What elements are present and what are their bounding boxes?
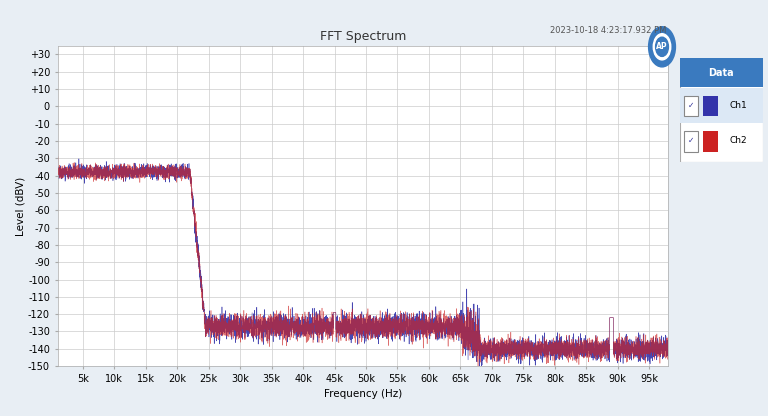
- Text: Ch1: Ch1: [730, 101, 747, 110]
- Text: ✓: ✓: [687, 101, 694, 110]
- FancyBboxPatch shape: [680, 58, 763, 162]
- FancyBboxPatch shape: [680, 58, 763, 87]
- X-axis label: Frequency (Hz): Frequency (Hz): [324, 389, 402, 399]
- FancyBboxPatch shape: [680, 88, 763, 123]
- FancyBboxPatch shape: [684, 96, 698, 116]
- Text: Data: Data: [708, 68, 734, 78]
- FancyBboxPatch shape: [684, 131, 698, 152]
- Circle shape: [654, 34, 670, 60]
- Text: Ch2: Ch2: [730, 136, 747, 146]
- FancyBboxPatch shape: [703, 96, 718, 116]
- Circle shape: [649, 27, 675, 67]
- Circle shape: [656, 37, 668, 57]
- Title: FFT Spectrum: FFT Spectrum: [319, 30, 406, 43]
- FancyBboxPatch shape: [703, 131, 718, 152]
- Y-axis label: Level (dBV): Level (dBV): [15, 176, 25, 235]
- Text: AP: AP: [656, 42, 668, 51]
- Text: ✓: ✓: [687, 136, 694, 146]
- Text: 2023-10-18 4:23:17.932 PM: 2023-10-18 4:23:17.932 PM: [550, 26, 667, 35]
